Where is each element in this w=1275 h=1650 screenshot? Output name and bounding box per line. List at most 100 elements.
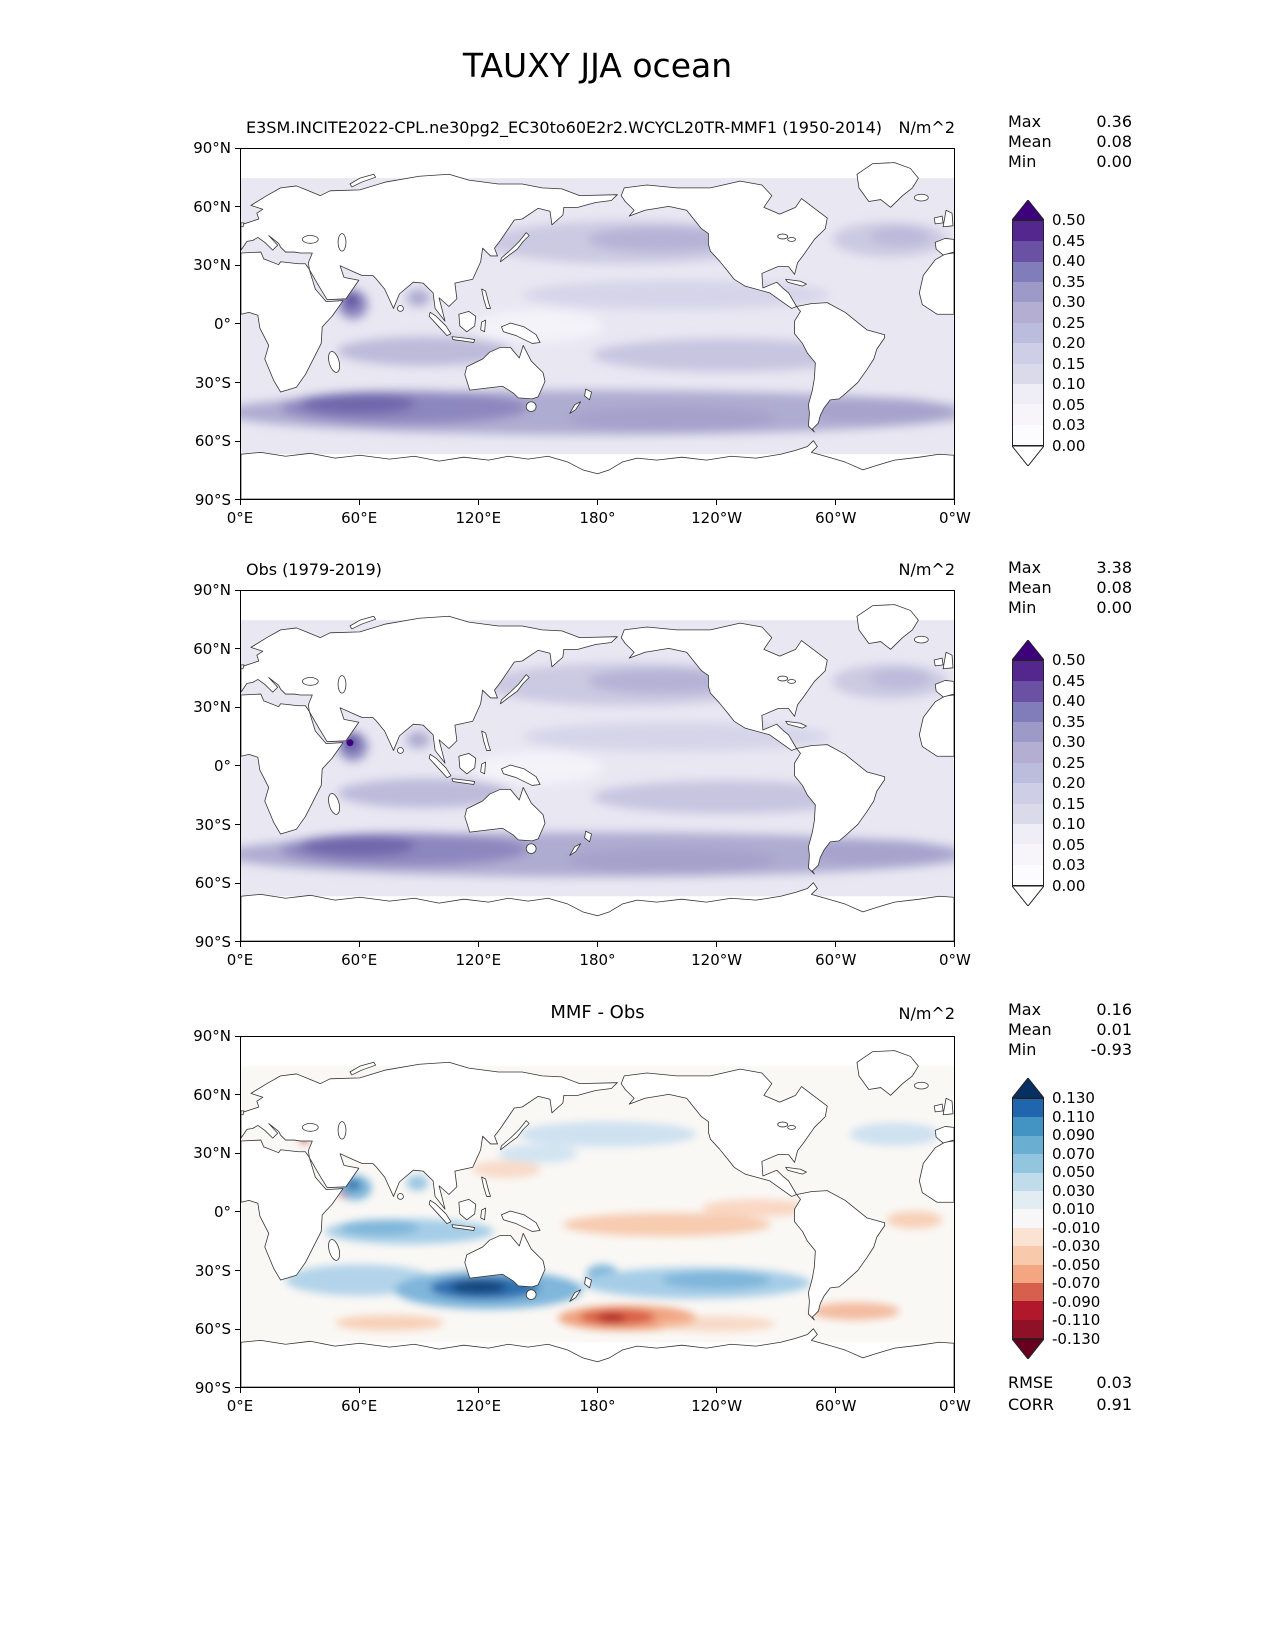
units-label-obs: N/m^2 xyxy=(898,560,955,579)
colorbar-segment xyxy=(1013,1301,1043,1320)
colorbar-segment xyxy=(1013,1209,1043,1228)
colorbar-segment xyxy=(1013,221,1043,242)
colorbar-segment xyxy=(1013,1172,1043,1191)
colorbar-segment xyxy=(1013,424,1043,445)
colorbar-segment xyxy=(1013,722,1043,743)
stat-value: -0.93 xyxy=(1090,1040,1132,1059)
metrics-diff: RMSE 0.03 CORR 0.91 xyxy=(1008,1372,1132,1416)
stat-row: Max 0.36 xyxy=(1008,112,1132,132)
stat-value: 0.16 xyxy=(1096,1000,1132,1019)
colorbar-body-diff xyxy=(1012,1098,1044,1339)
stats-model: Max 0.36 Mean 0.08 Min 0.00 xyxy=(1008,112,1132,172)
colorbar-segment xyxy=(1013,241,1043,262)
colorbar-segment xyxy=(1013,783,1043,804)
colorbar-under-arrow xyxy=(1012,446,1044,466)
yticks-diff: 90°N 60°N 30°N 0° 30°S 60°S 90°S xyxy=(193,1027,231,1397)
colorbar-segment xyxy=(1013,864,1043,885)
xticks-obs: 0°E 60°E 120°E 180° 120°W 60°W 0°W xyxy=(226,951,971,969)
stat-row: Mean 0.01 xyxy=(1008,1020,1132,1040)
colorbar-segment xyxy=(1013,261,1043,283)
colorbar-under-arrow xyxy=(1012,886,1044,906)
colorbar-segment xyxy=(1013,823,1043,845)
colorbar-over-arrow xyxy=(1012,640,1044,660)
stat-row: Min -0.93 xyxy=(1008,1040,1132,1060)
colorbar-segment xyxy=(1013,383,1043,405)
stat-label: Min xyxy=(1008,152,1037,171)
colorbar-body-obs xyxy=(1012,660,1044,886)
stat-value: 3.38 xyxy=(1096,558,1132,577)
metric-value: 0.91 xyxy=(1096,1395,1132,1414)
xticks-diff: 0°E 60°E 120°E 180° 120°W 60°W 0°W xyxy=(226,1397,971,1415)
colorbar-segment xyxy=(1013,803,1043,824)
stats-obs: Max 3.38 Mean 0.08 Min 0.00 xyxy=(1008,558,1132,618)
stat-label: Max xyxy=(1008,558,1042,577)
colorbar-segment xyxy=(1013,1227,1043,1247)
colorbar-segment xyxy=(1013,1099,1043,1118)
colorbar-model xyxy=(1012,200,1044,466)
map-diff-svg xyxy=(241,1050,954,1387)
stat-label: Max xyxy=(1008,112,1042,131)
colorbar-over-arrow xyxy=(1012,200,1044,220)
colorbar-segment xyxy=(1013,661,1043,682)
metric-label: CORR xyxy=(1008,1395,1054,1414)
yticks-obs: 90°N 60°N 30°N 0° 30°S 60°S 90°S xyxy=(193,581,231,951)
colorbar-segment xyxy=(1013,282,1043,303)
colorbar-over-arrow xyxy=(1012,1078,1044,1098)
yticks-model: 90°N 60°N 30°N 0° 30°S 60°S 90°S xyxy=(193,139,231,509)
stat-label: Mean xyxy=(1008,1020,1052,1039)
stat-label: Min xyxy=(1008,1040,1037,1059)
obs-somali-jet-max xyxy=(346,739,354,747)
stat-value: 0.08 xyxy=(1096,132,1132,151)
metric-row: RMSE 0.03 xyxy=(1008,1372,1132,1394)
colorbar-segment xyxy=(1013,1117,1043,1136)
colorbar-ticks-diff: 0.130 0.110 0.090 0.070 0.050 0.030 0.010 -0.01… xyxy=(1052,1089,1101,1348)
colorbar-segment xyxy=(1013,404,1043,425)
stat-row: Min 0.00 xyxy=(1008,152,1132,172)
colorbar-ticks-model: 0.50 0.45 0.40 0.35 0.30 0.25 0.20 0.15 0.10 0.05… xyxy=(1052,211,1086,455)
map-model: 90°N 60°N 30°N 0° 30°S 60°S 90°S 0°E 60°E 120°E 1… xyxy=(193,139,971,527)
panel-title-diff: MMF - Obs xyxy=(550,1002,645,1023)
stat-label: Mean xyxy=(1008,578,1052,597)
figure-title: TAUXY JJA ocean xyxy=(462,46,733,85)
colorbar-segment xyxy=(1013,701,1043,723)
map-obs-svg xyxy=(241,604,954,941)
metric-value: 0.03 xyxy=(1096,1373,1132,1392)
stat-value: 0.36 xyxy=(1096,112,1132,131)
stat-label: Max xyxy=(1008,1000,1042,1019)
colorbar-ticks-obs: 0.50 0.45 0.40 0.35 0.30 0.25 0.20 0.15 0.10 0.05… xyxy=(1052,651,1086,895)
colorbar-segment xyxy=(1013,1282,1043,1302)
metric-label: RMSE xyxy=(1008,1373,1054,1392)
map-obs: 90°N 60°N 30°N 0° 30°S 60°S 90°S 0°E 60°E 120°E 1… xyxy=(193,581,971,969)
stats-diff: Max 0.16 Mean 0.01 Min -0.93 xyxy=(1008,1000,1132,1060)
panel-title-model: E3SM.INCITE2022-CPL.ne30pg2_EC30to60E2r2… xyxy=(246,118,882,137)
stat-value: 0.00 xyxy=(1096,152,1132,171)
colorbar-segment xyxy=(1013,742,1043,763)
stat-row: Max 3.38 xyxy=(1008,558,1132,578)
colorbar-segment xyxy=(1013,343,1043,364)
stat-row: Mean 0.08 xyxy=(1008,578,1132,598)
colorbar-body-model xyxy=(1012,220,1044,446)
panel-title-obs: Obs (1979-2019) xyxy=(246,560,382,579)
units-label-diff: N/m^2 xyxy=(898,1004,955,1023)
colorbar-segment xyxy=(1013,1190,1043,1210)
stat-value: 0.00 xyxy=(1096,598,1132,617)
xticks-model: 0°E 60°E 120°E 180° 120°W 60°W 0°W xyxy=(226,509,971,527)
colorbar-segment xyxy=(1013,1264,1043,1283)
colorbar-segment xyxy=(1013,681,1043,702)
map-model-svg xyxy=(241,162,954,499)
stat-row: Max 0.16 xyxy=(1008,1000,1132,1020)
colorbar-segment xyxy=(1013,1135,1043,1155)
colorbar-segment xyxy=(1013,302,1043,323)
colorbar-segment xyxy=(1013,322,1043,344)
colorbar-segment xyxy=(1013,1246,1043,1265)
stat-row: Mean 0.08 xyxy=(1008,132,1132,152)
colorbar-segment xyxy=(1013,1154,1043,1173)
stat-value: 0.01 xyxy=(1096,1020,1132,1039)
colorbar-segment xyxy=(1013,363,1043,384)
stat-value: 0.08 xyxy=(1096,578,1132,597)
colorbar-segment xyxy=(1013,844,1043,865)
map-diff: 90°N 60°N 30°N 0° 30°S 60°S 90°S 0°E 60°E 120°E 1… xyxy=(193,1027,971,1415)
colorbar-under-arrow xyxy=(1012,1339,1044,1359)
stat-row: Min 0.00 xyxy=(1008,598,1132,618)
